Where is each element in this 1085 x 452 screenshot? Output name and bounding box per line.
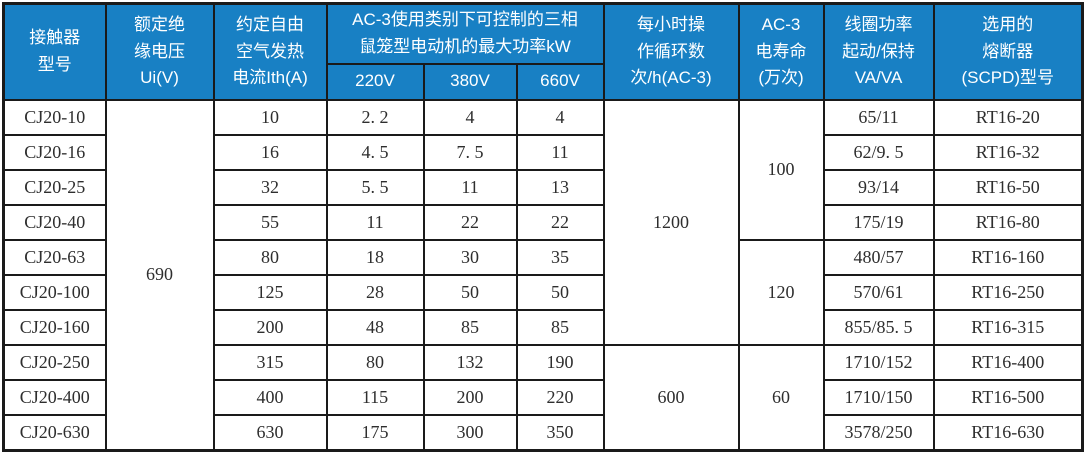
cell-life: 120 — [737, 238, 825, 346]
cell-kw220: 11 — [325, 203, 425, 241]
cell-model: CJ20-25 — [2, 168, 107, 206]
cell-kw660: 220 — [515, 378, 605, 416]
cell-kw380: 22 — [422, 203, 518, 241]
cell-kw380: 11 — [422, 168, 518, 206]
cell-kw220: 175 — [325, 413, 425, 451]
table-row: CJ20-16 16 4. 5 7. 5 11 62/9. 5 RT16-32 — [2, 133, 1084, 171]
cell-fuse: RT16-20 — [932, 98, 1084, 136]
header-insulation-voltage: 额定绝 缘电压 Ui(V) — [104, 2, 215, 101]
header-cycles-per-hour: 每小时操 作循环数 次/h(AC-3) — [602, 2, 740, 101]
cell-ith: 32 — [212, 168, 328, 206]
cell-model: CJ20-250 — [2, 343, 107, 381]
header-ac3-max-power: AC-3使用类别下可控制的三相 鼠笼型电动机的最大功率kW — [325, 2, 605, 65]
cell-kw380: 300 — [422, 413, 518, 451]
cell-model: CJ20-40 — [2, 203, 107, 241]
cell-fuse: RT16-400 — [932, 343, 1084, 381]
cell-kw220: 5. 5 — [325, 168, 425, 206]
table-row: CJ20-100 125 28 50 50 570/61 RT16-250 — [2, 273, 1084, 311]
cell-life: 100 — [737, 98, 825, 241]
cell-kw220: 115 — [325, 378, 425, 416]
cell-model: CJ20-100 — [2, 273, 107, 311]
cell-model: CJ20-63 — [2, 238, 107, 276]
cell-ith: 630 — [212, 413, 328, 451]
cell-kw660: 13 — [515, 168, 605, 206]
header-fuse-type: 选用的 熔断器 (SCPD)型号 — [932, 2, 1084, 101]
cell-fuse: RT16-630 — [932, 413, 1084, 451]
cell-kw660: 50 — [515, 273, 605, 311]
cell-coil: 570/61 — [822, 273, 935, 311]
cell-insulation-voltage: 690 — [104, 98, 215, 451]
cell-ith: 16 — [212, 133, 328, 171]
cell-coil: 480/57 — [822, 238, 935, 276]
header-coil-power: 线圈功率 起动/保持 VA/VA — [822, 2, 935, 101]
cell-ith: 400 — [212, 378, 328, 416]
cell-coil: 175/19 — [822, 203, 935, 241]
cell-kw220: 28 — [325, 273, 425, 311]
cell-kw660: 350 — [515, 413, 605, 451]
cell-coil: 65/11 — [822, 98, 935, 136]
cell-kw380: 4 — [422, 98, 518, 136]
cell-fuse: RT16-50 — [932, 168, 1084, 206]
cell-kw220: 80 — [325, 343, 425, 381]
table-row: CJ20-25 32 5. 5 11 13 93/14 RT16-50 — [2, 168, 1084, 206]
header-660v: 660V — [515, 62, 605, 101]
cell-fuse: RT16-80 — [932, 203, 1084, 241]
cell-kw660: 190 — [515, 343, 605, 381]
cell-kw220: 18 — [325, 238, 425, 276]
cell-cycles: 1200 — [602, 98, 740, 346]
header-electrical-life: AC-3 电寿命 (万次) — [737, 2, 825, 101]
cell-coil: 3578/250 — [822, 413, 935, 451]
cell-cycles: 600 — [602, 343, 740, 451]
cell-model: CJ20-160 — [2, 308, 107, 346]
header-thermal-current: 约定自由 空气发热 电流Ith(A) — [212, 2, 328, 101]
cell-coil: 1710/150 — [822, 378, 935, 416]
cell-kw660: 35 — [515, 238, 605, 276]
table-row: CJ20-250 315 80 132 190 600 60 1710/152 … — [2, 343, 1084, 451]
cell-coil: 93/14 — [822, 168, 935, 206]
cell-fuse: RT16-160 — [932, 238, 1084, 276]
header-220v: 220V — [325, 62, 425, 101]
header-380v: 380V — [422, 62, 518, 101]
cell-kw380: 200 — [422, 378, 518, 416]
cell-ith: 55 — [212, 203, 328, 241]
cell-kw380: 7. 5 — [422, 133, 518, 171]
cell-kw660: 22 — [515, 203, 605, 241]
cell-kw220: 2. 2 — [325, 98, 425, 136]
table-row: CJ20-63 80 18 30 35 120 480/57 RT16-160 — [2, 238, 1084, 346]
cell-life: 60 — [737, 343, 825, 451]
cell-fuse: RT16-250 — [932, 273, 1084, 311]
cell-kw380: 30 — [422, 238, 518, 276]
cell-fuse: RT16-315 — [932, 308, 1084, 346]
cell-ith: 10 — [212, 98, 328, 136]
table-row: CJ20-400 400 115 200 220 1710/150 RT16-5… — [2, 378, 1084, 416]
cell-ith: 80 — [212, 238, 328, 276]
cell-ith: 200 — [212, 308, 328, 346]
table-row: CJ20-10 690 10 2. 2 4 4 1200 100 65/11 R… — [2, 98, 1084, 451]
cell-kw660: 11 — [515, 133, 605, 171]
cell-kw380: 132 — [422, 343, 518, 381]
cell-fuse: RT16-500 — [932, 378, 1084, 416]
cell-coil: 855/85. 5 — [822, 308, 935, 346]
cell-ith: 315 — [212, 343, 328, 381]
cell-kw660: 85 — [515, 308, 605, 346]
header-contactor-model: 接触器 型号 — [2, 2, 107, 101]
cell-coil: 62/9. 5 — [822, 133, 935, 171]
cell-kw220: 4. 5 — [325, 133, 425, 171]
cell-kw660: 4 — [515, 98, 605, 136]
cell-coil: 1710/152 — [822, 343, 935, 381]
cell-kw380: 85 — [422, 308, 518, 346]
cell-model: CJ20-16 — [2, 133, 107, 171]
table-row: CJ20-40 55 11 22 22 175/19 RT16-80 — [2, 203, 1084, 241]
cell-fuse: RT16-32 — [932, 133, 1084, 171]
cell-kw220: 48 — [325, 308, 425, 346]
table-row: CJ20-160 200 48 85 85 855/85. 5 RT16-315 — [2, 308, 1084, 346]
cell-model: CJ20-10 — [2, 98, 107, 136]
cell-ith: 125 — [212, 273, 328, 311]
cell-model: CJ20-630 — [2, 413, 107, 451]
cell-kw380: 50 — [422, 273, 518, 311]
cell-model: CJ20-400 — [2, 378, 107, 416]
